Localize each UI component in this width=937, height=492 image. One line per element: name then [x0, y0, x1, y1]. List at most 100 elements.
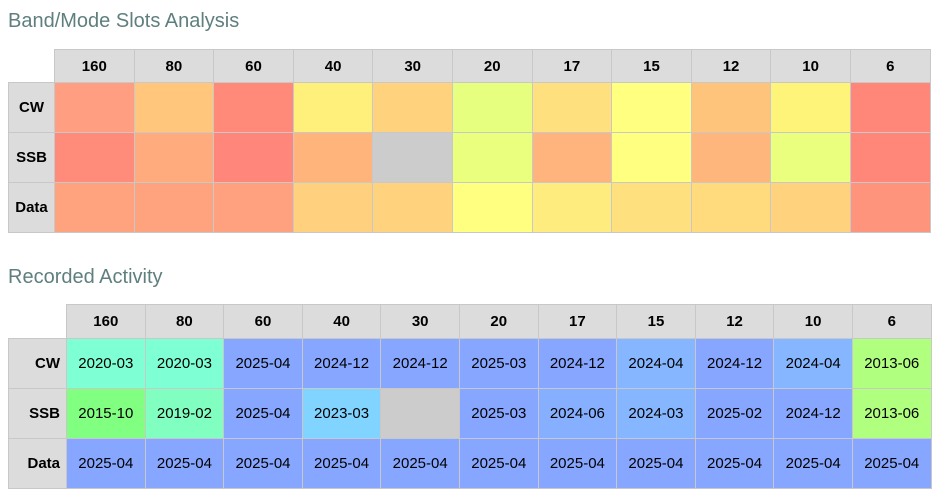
slots-cell: [690, 132, 772, 183]
activity-band-header: 15: [616, 304, 696, 339]
activity-cell: 2015-10: [66, 388, 146, 439]
slots-cell: [54, 82, 135, 133]
activity-header-row: 160 80 60 40 30 20 17 15 12 10 6: [9, 304, 932, 339]
slots-cell: [213, 82, 294, 133]
recorded-activity-title: Recorded Activity: [8, 266, 163, 288]
slots-cell: [372, 182, 453, 233]
slots-cell: [133, 82, 215, 133]
slots-band-header: 17: [531, 49, 613, 83]
activity-cell: 2025-04: [301, 438, 382, 489]
slots-row-ssb: SSB: [8, 132, 931, 183]
slots-band-header: 12: [690, 49, 772, 83]
slots-cell: [292, 132, 374, 183]
activity-band-header: 60: [223, 304, 303, 339]
slots-cell: [213, 132, 294, 183]
activity-mode-label: CW: [8, 338, 67, 389]
activity-cell: 2024-06: [537, 388, 618, 439]
activity-corner-cell: [9, 305, 67, 339]
activity-cell: 2025-04: [694, 438, 775, 489]
activity-cell: [380, 388, 460, 439]
activity-row-ssb: SSB 2015-10 2019-02 2025-04 2023-03 2025-03 20…: [8, 388, 932, 439]
activity-cell: 2025-04: [851, 438, 932, 489]
slots-mode-label: SSB: [8, 132, 55, 183]
slots-cell: [292, 82, 374, 133]
activity-band-header: 12: [694, 304, 775, 339]
activity-cell: 2025-04: [66, 438, 146, 489]
activity-band-header: 80: [144, 304, 225, 339]
activity-cell: 2024-12: [773, 388, 853, 439]
slots-cell: [372, 132, 453, 183]
activity-cell: 2025-03: [458, 388, 539, 439]
activity-cell: 2024-12: [537, 338, 618, 389]
activity-row-cw: CW 2020-03 2020-03 2025-04 2024-12 2024-12 202…: [8, 338, 932, 389]
activity-cell: 2025-04: [380, 438, 460, 489]
activity-band-header: 20: [458, 304, 539, 339]
slots-band-header: 10: [770, 49, 851, 83]
slots-cell: [451, 182, 533, 233]
slots-band-header: 20: [451, 49, 533, 83]
recorded-activity-table: 160 80 60 40 30 20 17 15 12 10 6 CW 2020-…: [8, 304, 932, 489]
activity-band-header: 160: [66, 304, 146, 339]
slots-cell: [611, 132, 692, 183]
activity-cell: 2024-12: [380, 338, 460, 389]
activity-cell: 2023-03: [301, 388, 382, 439]
activity-cell: 2025-04: [458, 438, 539, 489]
slots-cell: [770, 182, 851, 233]
activity-cell: 2019-02: [144, 388, 225, 439]
slots-band-header: 60: [213, 49, 294, 83]
slots-band-header: 6: [849, 49, 931, 83]
activity-cell: 2013-06: [851, 338, 932, 389]
activity-band-header: 10: [773, 304, 853, 339]
slots-cell: [451, 82, 533, 133]
activity-cell: 2024-04: [616, 338, 696, 389]
activity-band-header: 17: [537, 304, 618, 339]
activity-row-data: Data 2025-04 2025-04 2025-04 2025-04 2025-04 2…: [8, 438, 932, 489]
activity-cell: 2025-04: [616, 438, 696, 489]
slots-cell: [531, 132, 613, 183]
slots-cell: [611, 182, 692, 233]
slots-cell: [213, 182, 294, 233]
activity-cell: 2025-04: [144, 438, 225, 489]
slots-mode-label: Data: [8, 182, 55, 233]
slots-cell: [531, 82, 613, 133]
slots-cell: [54, 132, 135, 183]
slots-corner-cell: [9, 50, 55, 83]
slots-header-row: 160 80 60 40 30 20 17 15 12 10 6: [9, 49, 931, 83]
slots-cell: [690, 82, 772, 133]
slots-row-cw: CW: [8, 82, 931, 133]
activity-cell: 2025-04: [537, 438, 618, 489]
slots-band-header: 80: [133, 49, 215, 83]
activity-cell: 2020-03: [144, 338, 225, 389]
activity-cell: 2024-03: [616, 388, 696, 439]
activity-cell: 2025-03: [458, 338, 539, 389]
slots-band-header: 160: [54, 49, 135, 83]
activity-cell: 2013-06: [851, 388, 932, 439]
activity-band-header: 30: [380, 304, 460, 339]
activity-band-header: 6: [851, 304, 932, 339]
slots-analysis-table: 160 80 60 40 30 20 17 15 12 10 6 CW SSB Da…: [8, 49, 931, 233]
activity-band-header: 40: [301, 304, 382, 339]
slots-mode-label: CW: [8, 82, 55, 133]
slots-cell: [292, 182, 374, 233]
activity-cell: 2025-02: [694, 388, 775, 439]
slots-cell: [690, 182, 772, 233]
slots-band-header: 30: [372, 49, 453, 83]
slots-cell: [770, 82, 851, 133]
activity-cell: 2024-04: [773, 338, 853, 389]
slots-cell: [611, 82, 692, 133]
activity-cell: 2025-04: [223, 388, 303, 439]
activity-mode-label: SSB: [8, 388, 67, 439]
slots-cell: [531, 182, 613, 233]
slots-cell: [54, 182, 135, 233]
activity-cell: 2024-12: [694, 338, 775, 389]
slots-cell: [372, 82, 453, 133]
slots-band-header: 40: [292, 49, 374, 83]
activity-cell: 2025-04: [223, 438, 303, 489]
slots-cell: [451, 132, 533, 183]
activity-cell: 2025-04: [773, 438, 853, 489]
slots-row-data: Data: [8, 182, 931, 233]
slots-cell: [849, 82, 931, 133]
slots-analysis-title: Band/Mode Slots Analysis: [8, 10, 240, 32]
slots-cell: [849, 182, 931, 233]
activity-cell: 2020-03: [66, 338, 146, 389]
